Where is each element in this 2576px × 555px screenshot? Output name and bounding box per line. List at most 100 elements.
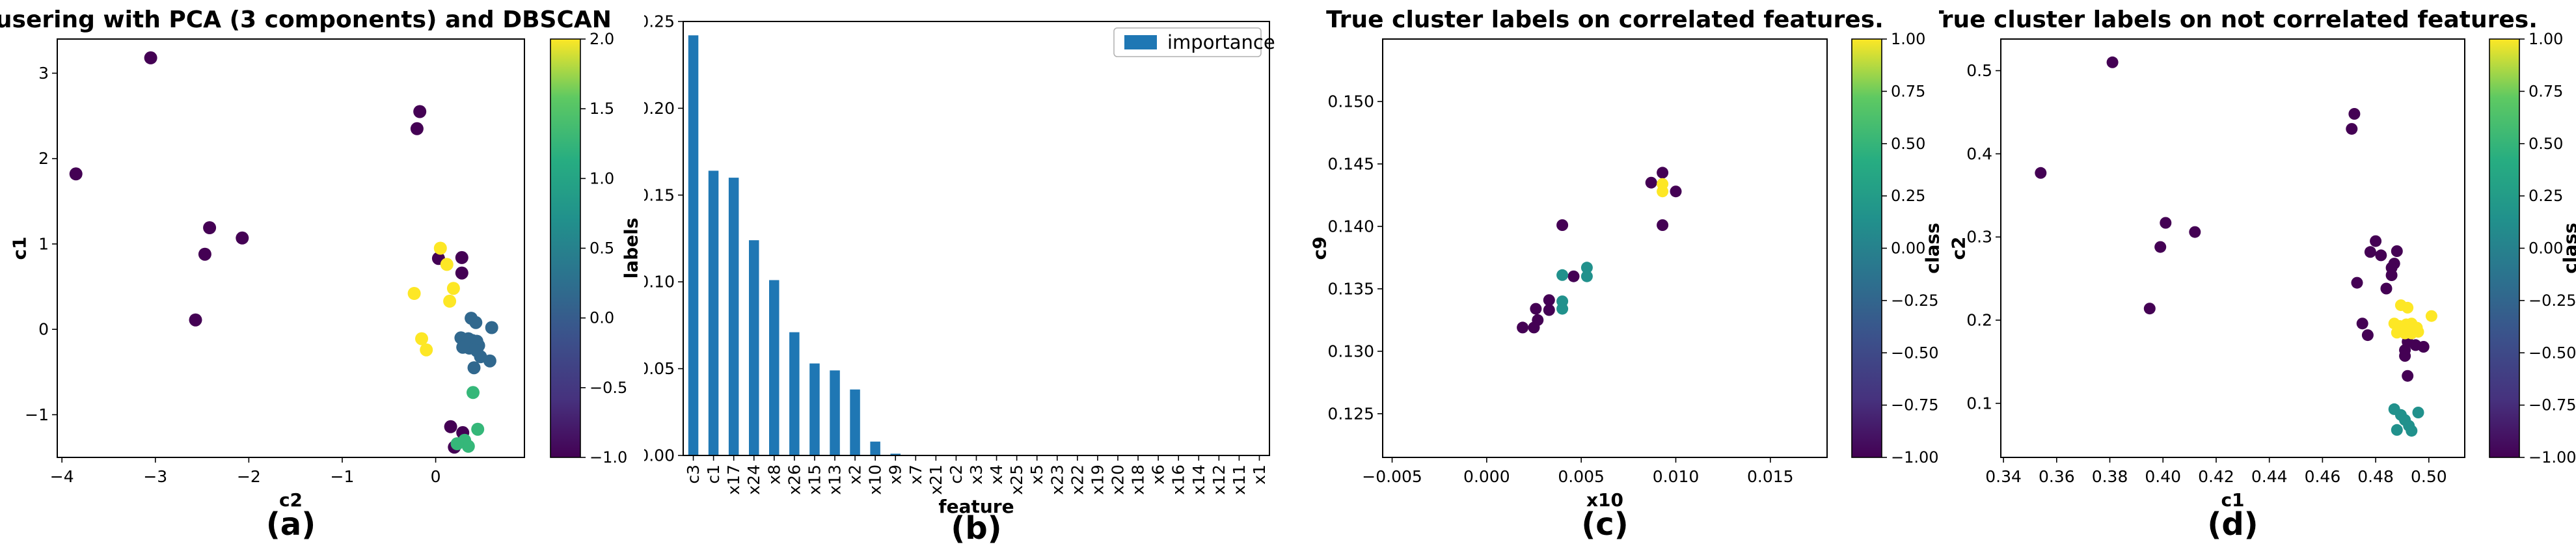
scatter-point bbox=[1580, 262, 1593, 274]
scatter-point bbox=[455, 250, 468, 264]
x-tick-label: 0.015 bbox=[1747, 467, 1794, 486]
scatter-point bbox=[410, 122, 424, 135]
x-tick-label: 0.005 bbox=[1558, 467, 1605, 486]
x-tick-label: −1 bbox=[331, 467, 355, 486]
scatter-point bbox=[413, 105, 427, 118]
panel-b-importance-bar: 0.000.050.100.150.200.25c3c1x17x24x8x26x… bbox=[644, 0, 1295, 555]
bar bbox=[769, 280, 780, 455]
scatter-point bbox=[2399, 350, 2411, 362]
plot-title: True cluster labels on not correlated fe… bbox=[1939, 7, 2538, 33]
scatter-point bbox=[456, 340, 470, 354]
scatter-point bbox=[461, 439, 475, 453]
colorbar-tick-label: 1.0 bbox=[590, 169, 614, 187]
scatter-point bbox=[1517, 321, 1529, 334]
scatter-point bbox=[1670, 185, 1682, 198]
scatter-point bbox=[450, 437, 464, 450]
colorbar-tick-label: −1.00 bbox=[1891, 448, 1939, 467]
x-axis-label: c1 bbox=[2221, 489, 2244, 511]
colorbar-tick-label: −0.25 bbox=[1891, 291, 1939, 310]
bar bbox=[870, 441, 880, 455]
scatter-point bbox=[1556, 303, 1569, 315]
scatter-plot: True cluster labels on correlated featur… bbox=[1309, 7, 1940, 543]
scatter-point bbox=[467, 386, 480, 399]
y-tick-label: 0.135 bbox=[1327, 279, 1374, 298]
x-tick-label: −4 bbox=[50, 467, 74, 486]
y-tick-label: 0.00 bbox=[644, 446, 675, 465]
scatter-point bbox=[1530, 303, 1542, 315]
y-tick-label: 1 bbox=[38, 234, 49, 253]
colorbar-tick-label: 1.00 bbox=[1891, 30, 1925, 48]
x-tick-label: 0.34 bbox=[1985, 467, 2022, 486]
x-tick-label: 0.50 bbox=[2411, 467, 2447, 486]
x-tick-label: 0.44 bbox=[2251, 467, 2288, 486]
scatter-point bbox=[2160, 217, 2172, 229]
x-axis-label: feature bbox=[938, 496, 1014, 517]
x-tick-label: −2 bbox=[237, 467, 261, 486]
x-tick-label: x5 bbox=[1027, 465, 1046, 485]
x-tick-label: x13 bbox=[826, 465, 845, 495]
scatter-point bbox=[189, 313, 202, 327]
x-tick-label: x24 bbox=[744, 465, 763, 495]
colorbar-label: class bbox=[1922, 223, 1940, 273]
colorbar-tick-label: −1.0 bbox=[590, 448, 627, 467]
colorbar-tick-label: 0.5 bbox=[590, 239, 614, 258]
y-tick-label: 3 bbox=[38, 64, 49, 83]
scatter-point bbox=[471, 422, 485, 436]
x-tick-label: c3 bbox=[684, 465, 703, 484]
y-axis-label: c9 bbox=[1309, 236, 1331, 260]
bar-plot: 0.000.050.100.150.200.25c3c1x17x24x8x26x… bbox=[644, 12, 1275, 547]
colorbar-tick-label: −0.75 bbox=[1891, 396, 1939, 414]
colorbar-tick-label: 0.25 bbox=[2529, 187, 2563, 205]
colorbar-tick-label: 0.00 bbox=[2529, 239, 2563, 258]
x-tick-label: x23 bbox=[1048, 465, 1066, 495]
scatter-point bbox=[2106, 56, 2119, 68]
x-tick-label: x26 bbox=[785, 465, 804, 495]
scatter-point bbox=[483, 354, 496, 368]
colorbar-tick-label: 0.50 bbox=[2529, 135, 2563, 153]
x-tick-label: −0.005 bbox=[1362, 467, 1422, 486]
panel-d-not-correlated-scatter: True cluster labels on not correlated fe… bbox=[1939, 0, 2576, 555]
legend-label: importance bbox=[1167, 31, 1275, 53]
scatter-point bbox=[2035, 167, 2047, 179]
scatter-point bbox=[2391, 245, 2403, 257]
y-tick-label: 0.20 bbox=[644, 99, 675, 118]
scatter-point bbox=[420, 343, 433, 357]
legend-swatch bbox=[1124, 35, 1157, 49]
x-tick-label: x4 bbox=[987, 465, 1006, 485]
scatter-point bbox=[69, 167, 83, 181]
x-tick-label: 0.42 bbox=[2198, 467, 2234, 486]
colorbar-tick-label: −0.25 bbox=[2529, 291, 2576, 310]
y-axis-label: c1 bbox=[9, 236, 31, 260]
colorbar-tick-label: 2.0 bbox=[590, 30, 614, 48]
y-tick-label: 0.1 bbox=[1966, 394, 1992, 413]
colorbar bbox=[550, 38, 581, 458]
scatter-point bbox=[2402, 301, 2414, 314]
y-tick-label: 0.150 bbox=[1327, 92, 1374, 111]
scatter-point bbox=[198, 247, 211, 261]
scatter-point bbox=[407, 287, 421, 300]
scatter-point bbox=[470, 344, 483, 357]
y-axis-label: c2 bbox=[1948, 236, 1970, 260]
scatter-point bbox=[2402, 370, 2414, 382]
axes-frame bbox=[57, 38, 525, 458]
bar bbox=[708, 170, 719, 455]
panel-caption: (a) bbox=[266, 506, 316, 543]
x-tick-label: x18 bbox=[1129, 465, 1148, 495]
y-tick-label: 0.15 bbox=[644, 185, 675, 204]
scatter-point bbox=[2380, 282, 2393, 295]
colorbar-label: class bbox=[2560, 223, 2576, 273]
x-tick-label: x16 bbox=[1169, 465, 1188, 495]
y-tick-label: 0.5 bbox=[1966, 61, 1992, 80]
scatter-point bbox=[2361, 329, 2374, 342]
x-tick-label: x15 bbox=[805, 465, 824, 495]
plot-title: True cluster labels on correlated featur… bbox=[1326, 7, 1884, 33]
x-tick-label: x10 bbox=[866, 465, 885, 495]
x-tick-label: x19 bbox=[1088, 465, 1107, 495]
scatter-point bbox=[1657, 185, 1669, 198]
y-tick-label: 0.140 bbox=[1327, 217, 1374, 236]
x-tick-label: x11 bbox=[1230, 465, 1249, 495]
x-tick-label: x8 bbox=[765, 465, 783, 485]
x-tick-label: −3 bbox=[143, 467, 167, 486]
colorbar-tick-label: 1.5 bbox=[590, 100, 614, 118]
